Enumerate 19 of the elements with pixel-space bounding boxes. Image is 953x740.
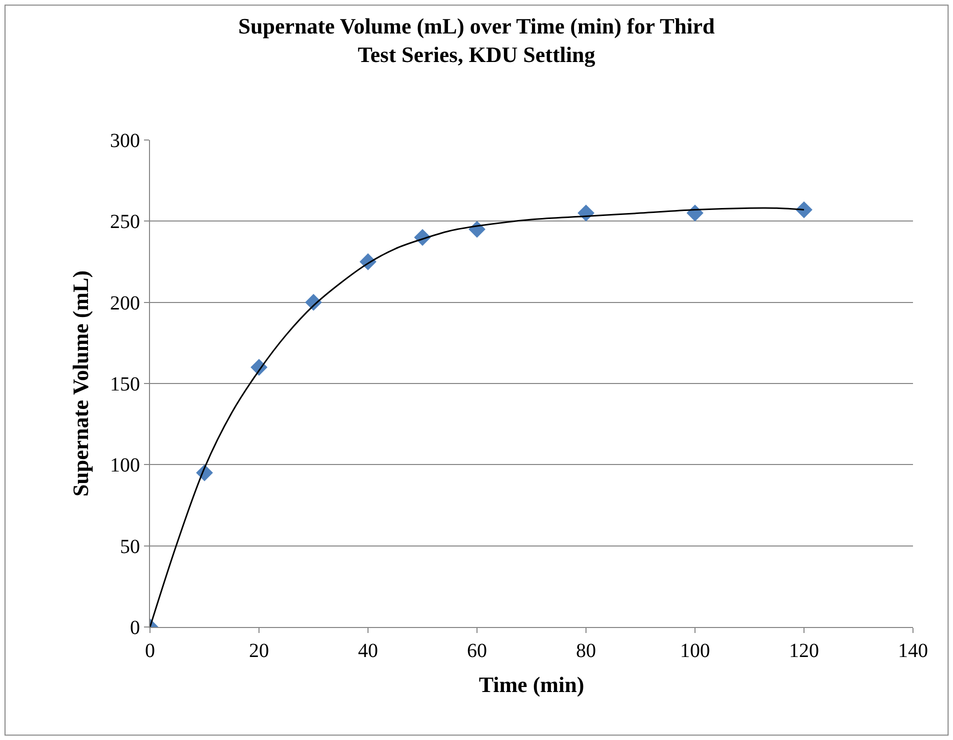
y-tick-label: 50	[120, 536, 140, 558]
y-axis-title: Supernate Volume (mL)	[68, 270, 93, 497]
point	[796, 201, 812, 218]
x-axis-title: Time (min)	[478, 672, 584, 697]
x-tick-label: 0	[145, 640, 155, 662]
chart-title: Supernate Volume (mL) over Time (min) for Third Test Series, KDU Settling	[238, 13, 715, 67]
y-tick-label: 200	[110, 292, 140, 314]
x-tick-label: 120	[789, 640, 819, 662]
y-tick-label: 150	[110, 374, 140, 396]
y-tick-label: 0	[130, 617, 140, 639]
y-tick-label: 100	[110, 454, 140, 477]
x-tick-label: 60	[467, 640, 487, 662]
x-tick-label: 20	[249, 640, 269, 662]
y-tick-label: 300	[110, 130, 140, 152]
x-tick-label: 40	[358, 640, 378, 662]
x-tick-label: 100	[680, 640, 710, 662]
x-tick-label: 140	[898, 640, 928, 662]
y-tick-label: 250	[110, 211, 140, 234]
x-tick-label: 80	[576, 640, 596, 662]
